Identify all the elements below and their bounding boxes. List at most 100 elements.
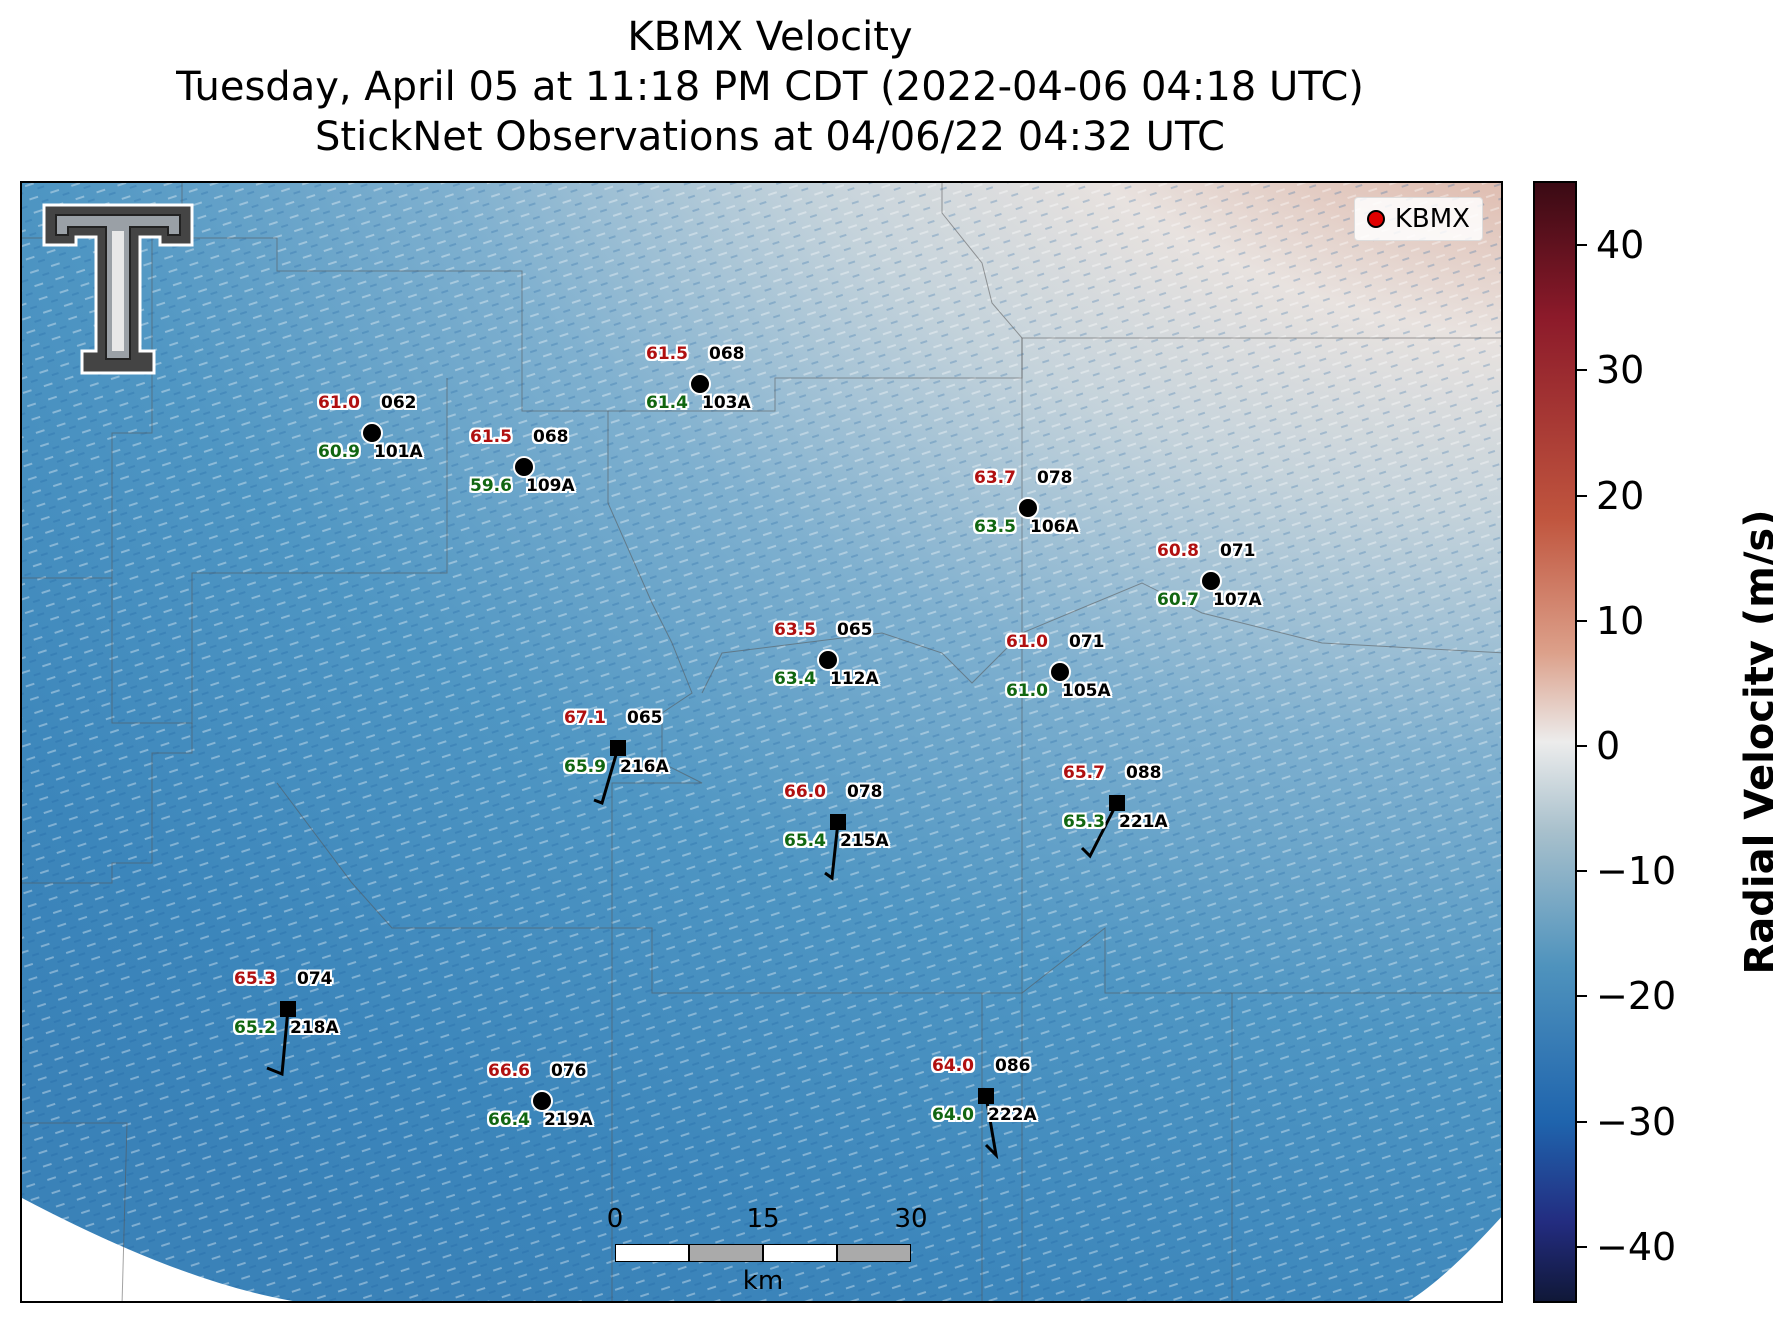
station-circle-marker-icon bbox=[1017, 497, 1039, 519]
scale-tick-0: 0 bbox=[606, 1204, 624, 1234]
colorbar-tick-mark bbox=[1577, 745, 1587, 747]
station-id: 215A bbox=[840, 831, 889, 851]
station-dewpoint: 65.4 bbox=[784, 831, 826, 851]
station-circle-marker-icon bbox=[513, 456, 535, 478]
station-wind-direction: 086 bbox=[995, 1056, 1031, 1076]
station-square-marker-icon bbox=[1109, 795, 1125, 811]
station-temperature: 61.0 bbox=[318, 393, 360, 413]
radar-velocity-map bbox=[22, 183, 1501, 1301]
station-temperature: 64.0 bbox=[932, 1056, 974, 1076]
colorbar-tick-label: −20 bbox=[1596, 974, 1677, 1018]
colorbar-tick-label: −40 bbox=[1596, 1225, 1677, 1269]
station-square-marker-icon bbox=[280, 1001, 296, 1017]
station-id: 103A bbox=[702, 393, 751, 413]
station-circle-marker-icon bbox=[1200, 570, 1222, 592]
station-id: 106A bbox=[1030, 517, 1079, 537]
wind-barb-icon bbox=[593, 747, 620, 805]
station-square-marker-icon bbox=[830, 814, 846, 830]
colorbar-tick-mark bbox=[1577, 244, 1587, 246]
colorbar-tick-mark bbox=[1577, 620, 1587, 622]
colorbar-tick-label: −10 bbox=[1596, 849, 1677, 893]
legend: KBMX bbox=[1353, 197, 1483, 241]
station-wind-direction: 062 bbox=[381, 393, 417, 413]
no-data-area-bottom-left bbox=[22, 1198, 293, 1301]
station-wind-direction: 065 bbox=[837, 620, 873, 640]
colorbar-tick-label: 20 bbox=[1596, 474, 1645, 518]
no-data-area-bottom-right bbox=[1408, 1217, 1501, 1301]
wind-barb-icon bbox=[984, 1095, 999, 1160]
station-wind-direction: 088 bbox=[1126, 763, 1162, 783]
station-id: 105A bbox=[1062, 681, 1111, 701]
title-radar: KBMX Velocity bbox=[627, 14, 913, 60]
scale-unit: km bbox=[742, 1266, 784, 1296]
station-dewpoint: 65.3 bbox=[1063, 812, 1105, 832]
station-temperature: 61.0 bbox=[1006, 632, 1048, 652]
station-temperature: 63.7 bbox=[974, 468, 1016, 488]
station-id: 219A bbox=[544, 1110, 593, 1130]
scale-segment-1 bbox=[615, 1244, 689, 1262]
title-time: Tuesday, April 05 at 11:18 PM CDT (2022-… bbox=[176, 64, 1364, 110]
station-id: 101A bbox=[374, 442, 423, 462]
wind-barb-icon bbox=[1080, 802, 1119, 859]
scale-tick-15: 15 bbox=[746, 1204, 780, 1234]
colorbar-tick-mark bbox=[1577, 369, 1587, 371]
station-id: 222A bbox=[988, 1105, 1037, 1125]
figure-title: KBMX Velocity Tuesday, April 05 at 11:18… bbox=[20, 12, 1520, 162]
station-id: 107A bbox=[1213, 590, 1262, 610]
station-wind-direction: 071 bbox=[1069, 632, 1105, 652]
station-dewpoint: 64.0 bbox=[932, 1105, 974, 1125]
station-id: 216A bbox=[620, 757, 669, 777]
colorbar-tick-label: 10 bbox=[1596, 599, 1645, 643]
station-temperature: 66.6 bbox=[488, 1061, 530, 1081]
station-wind-direction: 071 bbox=[1220, 541, 1256, 561]
station-square-marker-icon bbox=[978, 1088, 994, 1104]
texas-tech-double-t-logo bbox=[42, 203, 194, 375]
colorbar-tick-mark bbox=[1577, 1246, 1587, 1248]
station-dewpoint: 60.9 bbox=[318, 442, 360, 462]
scale-segment-2 bbox=[689, 1244, 763, 1262]
map-panel: KBMX 61.0 062 60.9 101A 61.5 068 59.6 109A 61.5 0… bbox=[20, 181, 1503, 1303]
colorbar-tick-label: 0 bbox=[1596, 724, 1621, 768]
station-temperature: 66.0 bbox=[784, 782, 826, 802]
colorbar-title: Radial Velocity (m/s) bbox=[1737, 509, 1773, 975]
station-circle-marker-icon bbox=[531, 1090, 553, 1112]
scale-segment-3 bbox=[763, 1244, 837, 1262]
station-dewpoint: 63.5 bbox=[974, 517, 1016, 537]
station-glyphs bbox=[266, 373, 1222, 1160]
colorbar-tick-label: 30 bbox=[1596, 348, 1645, 392]
station-id: 109A bbox=[526, 476, 575, 496]
station-dewpoint: 65.2 bbox=[234, 1018, 276, 1038]
station-square-marker-icon bbox=[610, 740, 626, 756]
station-wind-direction: 078 bbox=[1037, 468, 1073, 488]
station-dewpoint: 63.4 bbox=[774, 669, 816, 689]
station-circle-marker-icon bbox=[1049, 661, 1071, 683]
colorbar-tick-mark bbox=[1577, 995, 1587, 997]
station-temperature: 61.5 bbox=[470, 427, 512, 447]
colorbar-tick-label: −30 bbox=[1596, 1100, 1677, 1144]
scale-tick-30: 30 bbox=[894, 1204, 928, 1234]
wind-barb-icon bbox=[824, 821, 840, 881]
station-dewpoint: 60.7 bbox=[1157, 590, 1199, 610]
radar-texture bbox=[22, 183, 1501, 1301]
station-dewpoint: 61.4 bbox=[646, 393, 688, 413]
station-circle-marker-icon bbox=[689, 373, 711, 395]
station-dewpoint: 65.9 bbox=[564, 757, 606, 777]
radar-site-marker-icon bbox=[1366, 210, 1385, 228]
wind-barb-icon bbox=[266, 1008, 290, 1077]
station-wind-direction: 068 bbox=[533, 427, 569, 447]
colorbar bbox=[1533, 181, 1577, 1303]
county-boundaries bbox=[22, 183, 1501, 1301]
title-observations: StickNet Observations at 04/06/22 04:32 … bbox=[315, 114, 1225, 160]
station-temperature: 65.7 bbox=[1063, 763, 1105, 783]
station-circle-marker-icon bbox=[817, 649, 839, 671]
station-id: 112A bbox=[830, 669, 879, 689]
scale-segment-4 bbox=[837, 1244, 911, 1262]
station-temperature: 65.3 bbox=[234, 969, 276, 989]
station-temperature: 67.1 bbox=[564, 708, 606, 728]
station-temperature: 61.5 bbox=[646, 344, 688, 364]
colorbar-tick-label: 40 bbox=[1596, 223, 1645, 267]
station-circle-marker-icon bbox=[361, 422, 383, 444]
station-dewpoint: 59.6 bbox=[470, 476, 512, 496]
station-wind-direction: 078 bbox=[847, 782, 883, 802]
station-temperature: 60.8 bbox=[1157, 541, 1199, 561]
